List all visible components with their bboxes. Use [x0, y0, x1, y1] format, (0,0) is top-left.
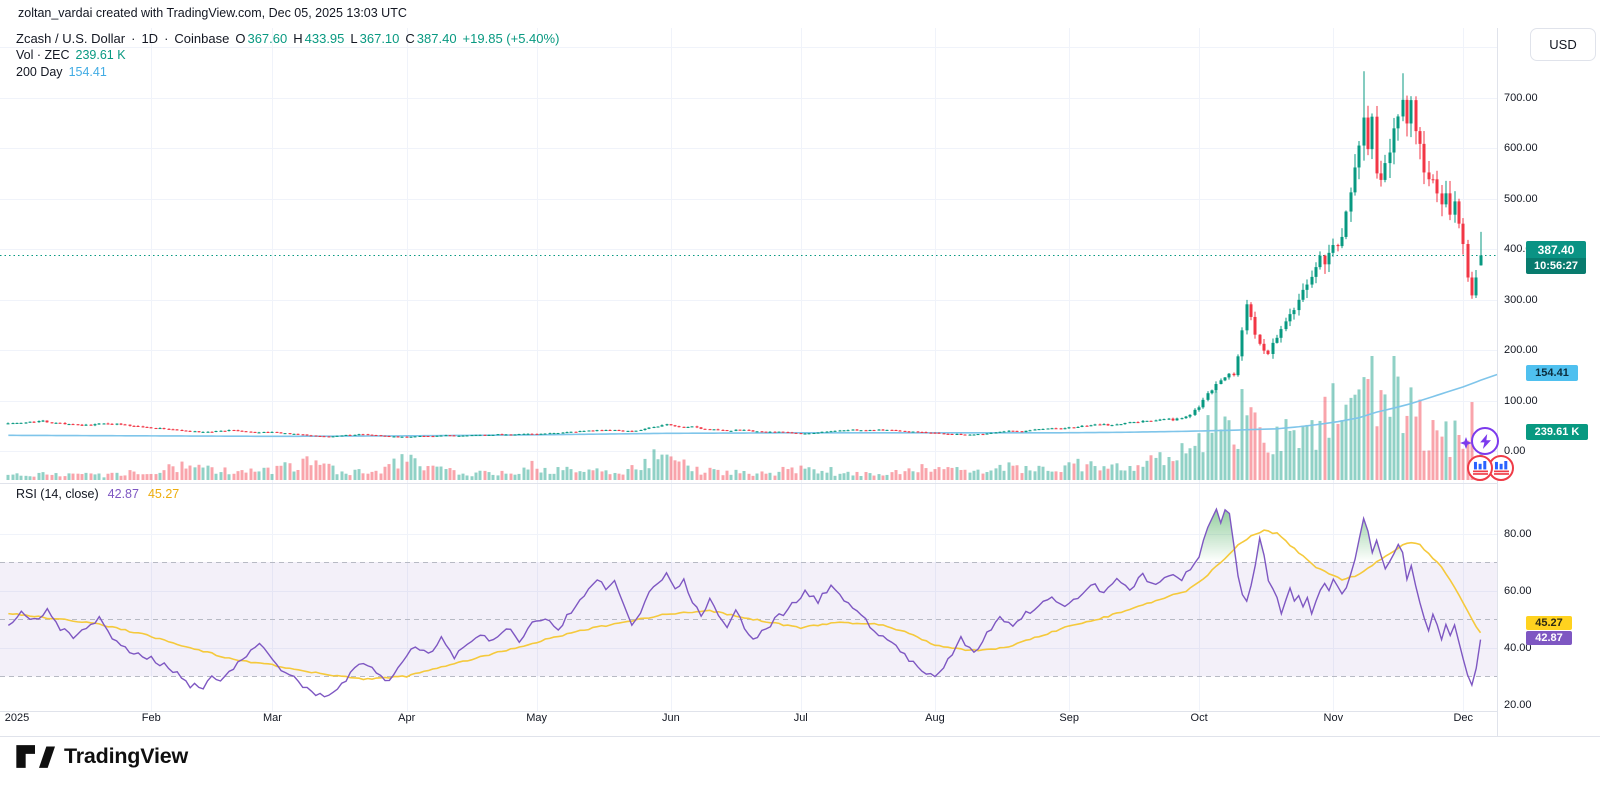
footer: TradingView: [15, 743, 188, 770]
currency-button[interactable]: USD: [1530, 28, 1596, 61]
time-axis-tick: Nov: [1323, 712, 1344, 724]
ma200-row[interactable]: 200 Day 154.41: [16, 65, 559, 81]
volume-badge: 239.61 K: [1526, 424, 1588, 440]
rsi-axis-tick: 60.00: [1504, 584, 1532, 597]
ma200-label: 200 Day: [16, 65, 63, 79]
volume-value: 239.61 K: [75, 48, 126, 62]
rsi-ma-badge: 45.27: [1526, 616, 1572, 630]
open-value: 367.60: [247, 31, 288, 46]
ma200-badge: 154.41: [1526, 365, 1578, 381]
sparkle-icon: [1460, 436, 1472, 449]
rsi-value: 42.87: [107, 487, 139, 501]
price-axis-tick: 0.00: [1504, 445, 1526, 457]
price-axis-tick: 300.00: [1504, 293, 1538, 306]
low-label: L: [350, 31, 358, 46]
close-label: C: [405, 31, 415, 46]
price-axis-tick: 500.00: [1504, 192, 1538, 205]
time-axis-tick: Aug: [925, 712, 945, 724]
rsi-badge: 42.87: [1526, 631, 1572, 645]
tradingview-logo-text: TradingView: [64, 744, 189, 768]
symbol-name: Zcash / U.S. Dollar: [16, 31, 126, 46]
ma200-value: 154.41: [68, 65, 107, 79]
high-value: 433.95: [304, 31, 345, 46]
high-label: H: [293, 31, 303, 46]
chart-legend: Zcash / U.S. Dollar · 1D · Coinbase O 367…: [16, 31, 559, 82]
open-label: O: [235, 31, 246, 46]
volume-label: Vol · ZEC: [16, 48, 70, 62]
rsi-ma-value: 45.27: [147, 487, 180, 501]
bar-countdown: 10:56:27: [1526, 258, 1586, 274]
change-value: +19.85 (+5.40%): [462, 31, 560, 46]
low-value: 367.10: [359, 31, 400, 46]
price-axis-tick: 600.00: [1504, 142, 1538, 154]
last-price-badge: 387.40 10:56:27: [1526, 241, 1586, 274]
time-axis-tick: Oct: [1190, 712, 1208, 724]
exchange: Coinbase: [174, 31, 230, 46]
time-axis-tick: Jun: [661, 712, 680, 724]
symbol-row[interactable]: Zcash / U.S. Dollar · 1D · Coinbase O 367…: [16, 31, 559, 47]
volume-row[interactable]: Vol · ZEC 239.61 K: [16, 48, 559, 64]
rsi-title: RSI (14, close): [16, 487, 99, 501]
tradingview-logo[interactable]: TradingView: [15, 743, 188, 770]
rsi-axis-tick: 80.00: [1504, 527, 1532, 540]
time-axis-tick: Sep: [1059, 712, 1079, 724]
close-value: 387.40: [416, 31, 457, 46]
time-axis-tick: Feb: [141, 712, 161, 724]
time-axis-tick: Dec: [1453, 712, 1473, 724]
time-axis-tick: Apr: [398, 712, 416, 724]
rsi-axis-tick: 20.00: [1504, 699, 1532, 711]
tradingview-logo-icon: [16, 745, 55, 768]
price-axis-tick: 700.00: [1504, 91, 1538, 104]
price-axis-tick: 200.00: [1504, 344, 1538, 356]
rsi-indicator-row[interactable]: RSI (14, close) 42.87 45.27: [16, 487, 179, 501]
time-axis-tick: May: [526, 712, 547, 724]
time-axis-tick: 2025: [4, 712, 30, 724]
last-price-value: 387.40: [1537, 243, 1575, 257]
bar-chart-sticker-icon[interactable]: [1467, 455, 1493, 481]
lightning-bolt-icon[interactable]: [1471, 427, 1499, 455]
bar-chart-sticker-icon[interactable]: [1488, 455, 1514, 481]
time-axis-tick: Jul: [793, 712, 808, 724]
rsi-axis-tick: 40.00: [1504, 641, 1532, 654]
time-axis-tick: Mar: [262, 712, 282, 724]
interval: 1D: [141, 31, 159, 46]
price-axis-tick: 100.00: [1504, 394, 1538, 407]
separator: ·: [164, 31, 169, 46]
separator: ·: [131, 31, 136, 46]
